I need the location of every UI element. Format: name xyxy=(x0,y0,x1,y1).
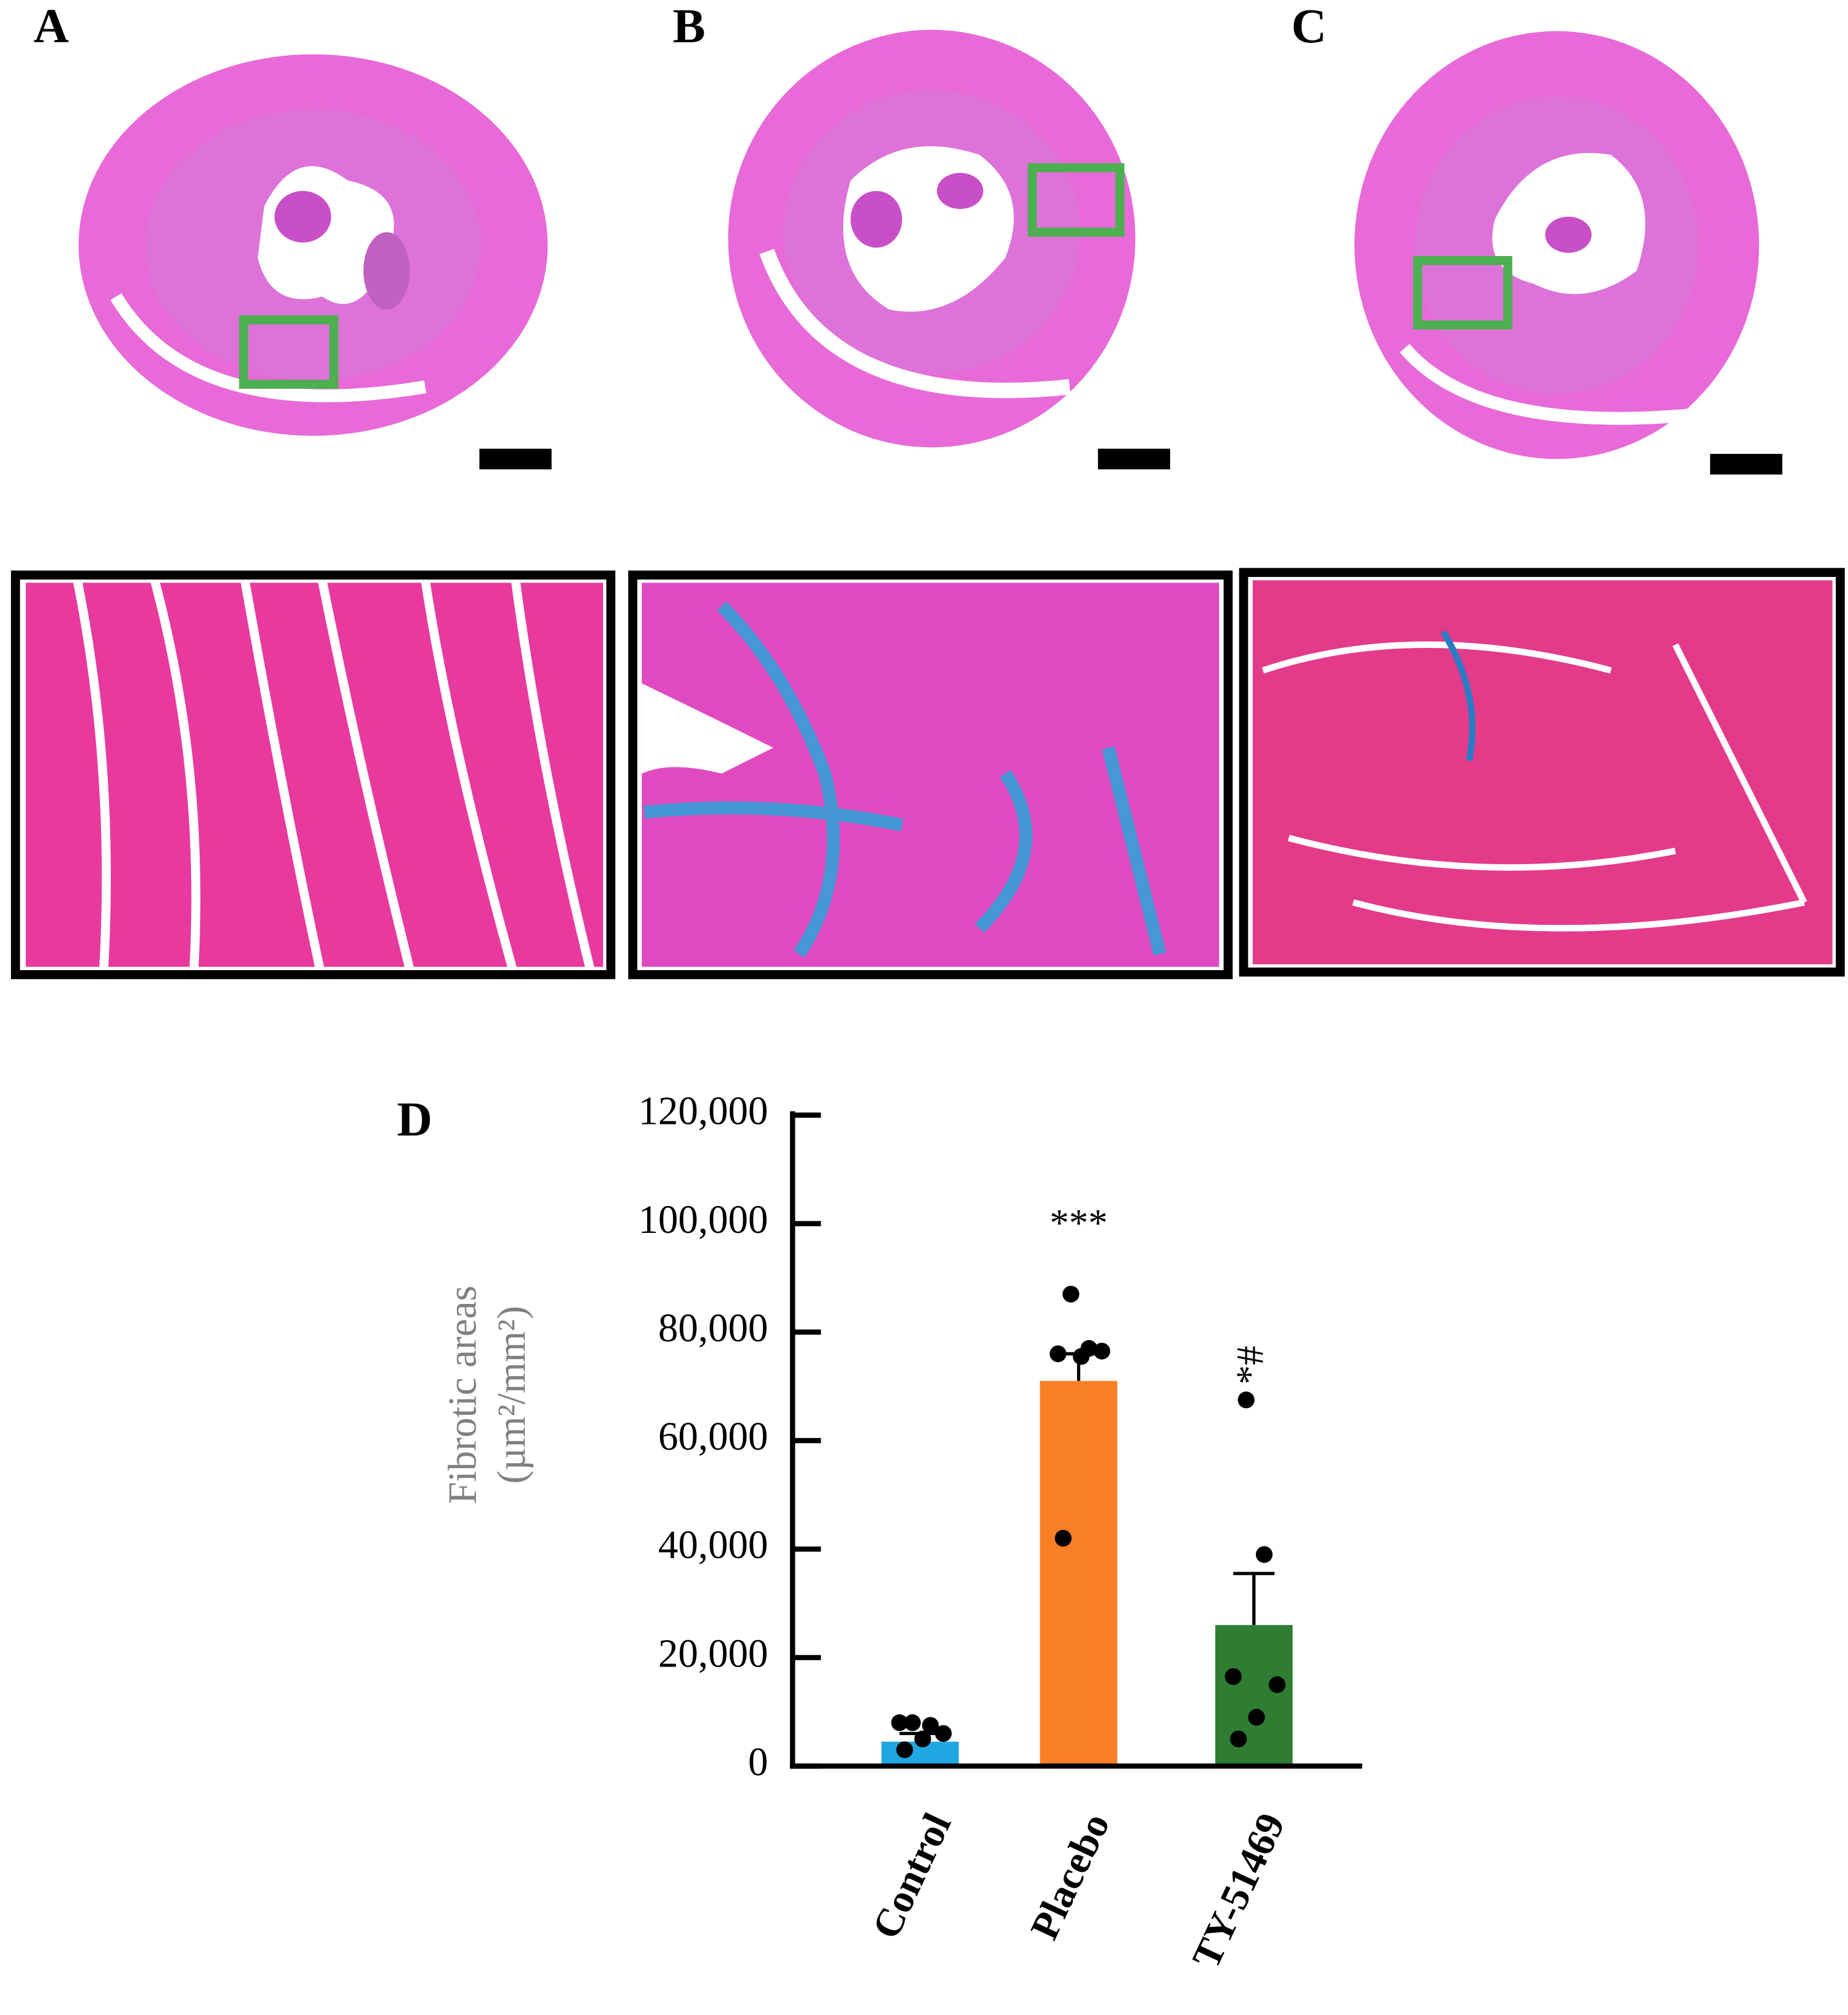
heart-section-b xyxy=(728,29,1170,470)
data-point xyxy=(1248,1709,1265,1726)
significance: *# xyxy=(1228,1346,1271,1384)
heart-section-a xyxy=(78,54,552,470)
data-point xyxy=(922,1717,939,1734)
y-tick-label: 0 xyxy=(748,1741,768,1785)
heart-section-c xyxy=(1354,31,1782,475)
micrograph-b xyxy=(642,582,1219,967)
data-point xyxy=(1255,1546,1273,1563)
data-point xyxy=(1073,1348,1090,1365)
data-point xyxy=(1225,1668,1242,1685)
bar xyxy=(1040,1380,1117,1766)
data-point xyxy=(1238,1392,1255,1409)
data-point xyxy=(934,1725,952,1742)
y-axis-label: (µm²/mm²) xyxy=(490,1306,534,1484)
data-point xyxy=(1230,1730,1247,1747)
micrograph-c xyxy=(1252,580,1833,965)
y-tick-label: 40,000 xyxy=(658,1523,768,1567)
data-point xyxy=(1093,1343,1111,1360)
y-tick-label: 120,000 xyxy=(638,1090,768,1134)
panel-label: D xyxy=(397,1093,432,1147)
y-tick-label: 100,000 xyxy=(638,1198,768,1242)
y-tick-label: 60,000 xyxy=(658,1415,768,1459)
data-point xyxy=(1050,1345,1067,1363)
data-point xyxy=(904,1714,921,1731)
panel-label: B xyxy=(673,0,705,53)
data-point xyxy=(1054,1529,1072,1547)
panel-label: A xyxy=(34,0,69,53)
data-point xyxy=(891,1714,908,1731)
x-tick-label: Control xyxy=(864,1807,960,1945)
frame xyxy=(10,570,615,979)
y-tick-label: 20,000 xyxy=(658,1632,768,1676)
frame xyxy=(628,570,1233,979)
micrograph-a xyxy=(26,582,603,967)
y-axis-label: Fibrotic areas xyxy=(441,1286,485,1504)
data-point xyxy=(1268,1676,1286,1693)
bar xyxy=(1215,1625,1293,1766)
frame xyxy=(1239,568,1845,977)
data-point xyxy=(1062,1286,1080,1303)
panel-label: C xyxy=(1291,0,1327,53)
x-tick-label: Placebo xyxy=(1022,1807,1118,1946)
significance: *** xyxy=(1050,1202,1108,1245)
y-tick-label: 80,000 xyxy=(658,1306,768,1350)
x-tick-label: TY-51469 xyxy=(1184,1807,1294,1975)
data-point xyxy=(896,1741,914,1758)
data-point xyxy=(914,1730,931,1747)
